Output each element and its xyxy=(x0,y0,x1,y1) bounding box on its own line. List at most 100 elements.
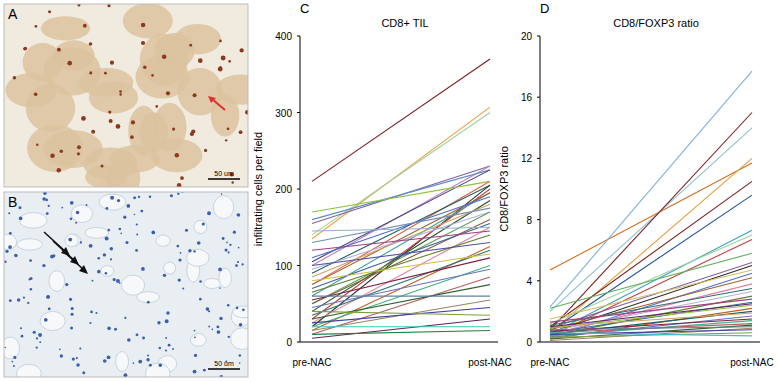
stained-cell xyxy=(125,241,128,244)
stained-cell xyxy=(33,331,36,334)
tumor-nest xyxy=(211,95,239,137)
stained-cell xyxy=(216,325,219,328)
stained-cell xyxy=(175,153,179,157)
stained-cell xyxy=(130,135,134,139)
stained-cell xyxy=(203,369,206,372)
stained-cell xyxy=(110,196,114,200)
series-line xyxy=(312,107,490,239)
series-group xyxy=(550,71,752,340)
series-line xyxy=(312,277,490,334)
stained-cell xyxy=(191,129,195,133)
stained-cell xyxy=(105,207,108,210)
series-line xyxy=(550,333,752,336)
adipocyte xyxy=(65,234,78,247)
stained-cell xyxy=(194,330,196,332)
stained-cell xyxy=(77,152,80,155)
series-line xyxy=(312,331,490,335)
adipocyte xyxy=(121,275,144,295)
stained-cell xyxy=(182,287,184,289)
x-axis-line xyxy=(300,342,498,343)
stained-cell xyxy=(30,288,33,291)
stained-cell xyxy=(136,234,138,236)
series-line xyxy=(312,319,490,338)
stained-cell xyxy=(71,313,74,316)
adipocyte xyxy=(204,278,221,288)
stained-cell xyxy=(59,349,61,351)
stained-cell xyxy=(18,206,21,209)
stained-cell xyxy=(198,58,203,63)
stained-cell xyxy=(19,217,23,221)
stained-cell xyxy=(95,312,97,314)
stained-cell xyxy=(140,210,143,213)
series-line xyxy=(312,170,490,220)
y-tick xyxy=(537,36,540,37)
series-line xyxy=(312,311,490,315)
series-line xyxy=(550,253,752,308)
stained-cell xyxy=(180,176,184,180)
adipocyte xyxy=(71,205,92,223)
stained-cell xyxy=(219,287,221,289)
chart: CCD8+ TILinfiltrating cells per field010… xyxy=(252,1,512,368)
stained-cell xyxy=(219,40,222,43)
x-tick-label: pre-NAC xyxy=(531,357,570,368)
stained-cell xyxy=(193,370,197,374)
stained-cell xyxy=(177,183,181,187)
adipocyte xyxy=(186,249,209,266)
series-line xyxy=(550,302,752,333)
series-line xyxy=(550,71,752,307)
tumor-nest xyxy=(89,81,138,113)
stained-cell xyxy=(229,244,231,246)
stained-cell xyxy=(70,201,74,205)
adipocyte xyxy=(40,311,65,330)
stained-cell xyxy=(35,25,38,28)
stained-cell xyxy=(86,204,88,206)
stained-cell xyxy=(219,317,222,320)
stained-cell xyxy=(76,357,78,359)
x-tick-label: post-NAC xyxy=(730,357,773,368)
stained-cell xyxy=(157,321,160,324)
arrow xyxy=(62,250,84,270)
stained-cell xyxy=(163,274,166,277)
stained-cell xyxy=(208,326,210,328)
y-tick xyxy=(537,158,540,159)
series-line xyxy=(312,189,490,319)
stained-cell xyxy=(89,42,93,46)
stained-cell xyxy=(239,354,241,356)
stained-cell xyxy=(46,212,49,215)
stained-cell xyxy=(57,168,61,172)
stained-cell xyxy=(60,354,63,357)
series-line xyxy=(550,327,752,330)
scale-bar-label: 50 um xyxy=(214,360,234,367)
x-tick-label: post-NAC xyxy=(468,357,511,368)
stained-cell xyxy=(4,260,7,263)
y-tick-label: 0 xyxy=(286,337,292,348)
stained-cell xyxy=(34,93,38,97)
adipocyte xyxy=(164,262,176,274)
stained-cell xyxy=(237,213,240,216)
series-line xyxy=(312,326,490,327)
series-line xyxy=(312,200,490,311)
stained-cell xyxy=(239,323,243,327)
stained-cell xyxy=(172,128,175,131)
stained-cell xyxy=(20,327,22,329)
tumor-nest xyxy=(123,4,173,38)
adipocyte xyxy=(232,306,248,318)
stained-cell xyxy=(238,247,240,249)
panel-label: B xyxy=(8,194,17,210)
y-tick-label: 16 xyxy=(521,92,533,103)
stained-cell xyxy=(236,307,239,310)
stained-cell xyxy=(13,76,16,79)
stained-cell xyxy=(71,307,74,310)
series-line xyxy=(312,59,490,181)
arrow xyxy=(212,99,225,110)
stained-cell xyxy=(105,236,109,240)
stained-cell xyxy=(36,144,38,146)
stained-cell xyxy=(131,120,135,124)
stained-cell xyxy=(241,263,243,265)
stained-cell xyxy=(193,93,197,97)
stained-cell xyxy=(65,283,68,286)
stained-cell xyxy=(116,124,121,129)
series-line xyxy=(312,227,490,231)
series-line xyxy=(550,316,752,337)
series-line xyxy=(550,128,752,312)
